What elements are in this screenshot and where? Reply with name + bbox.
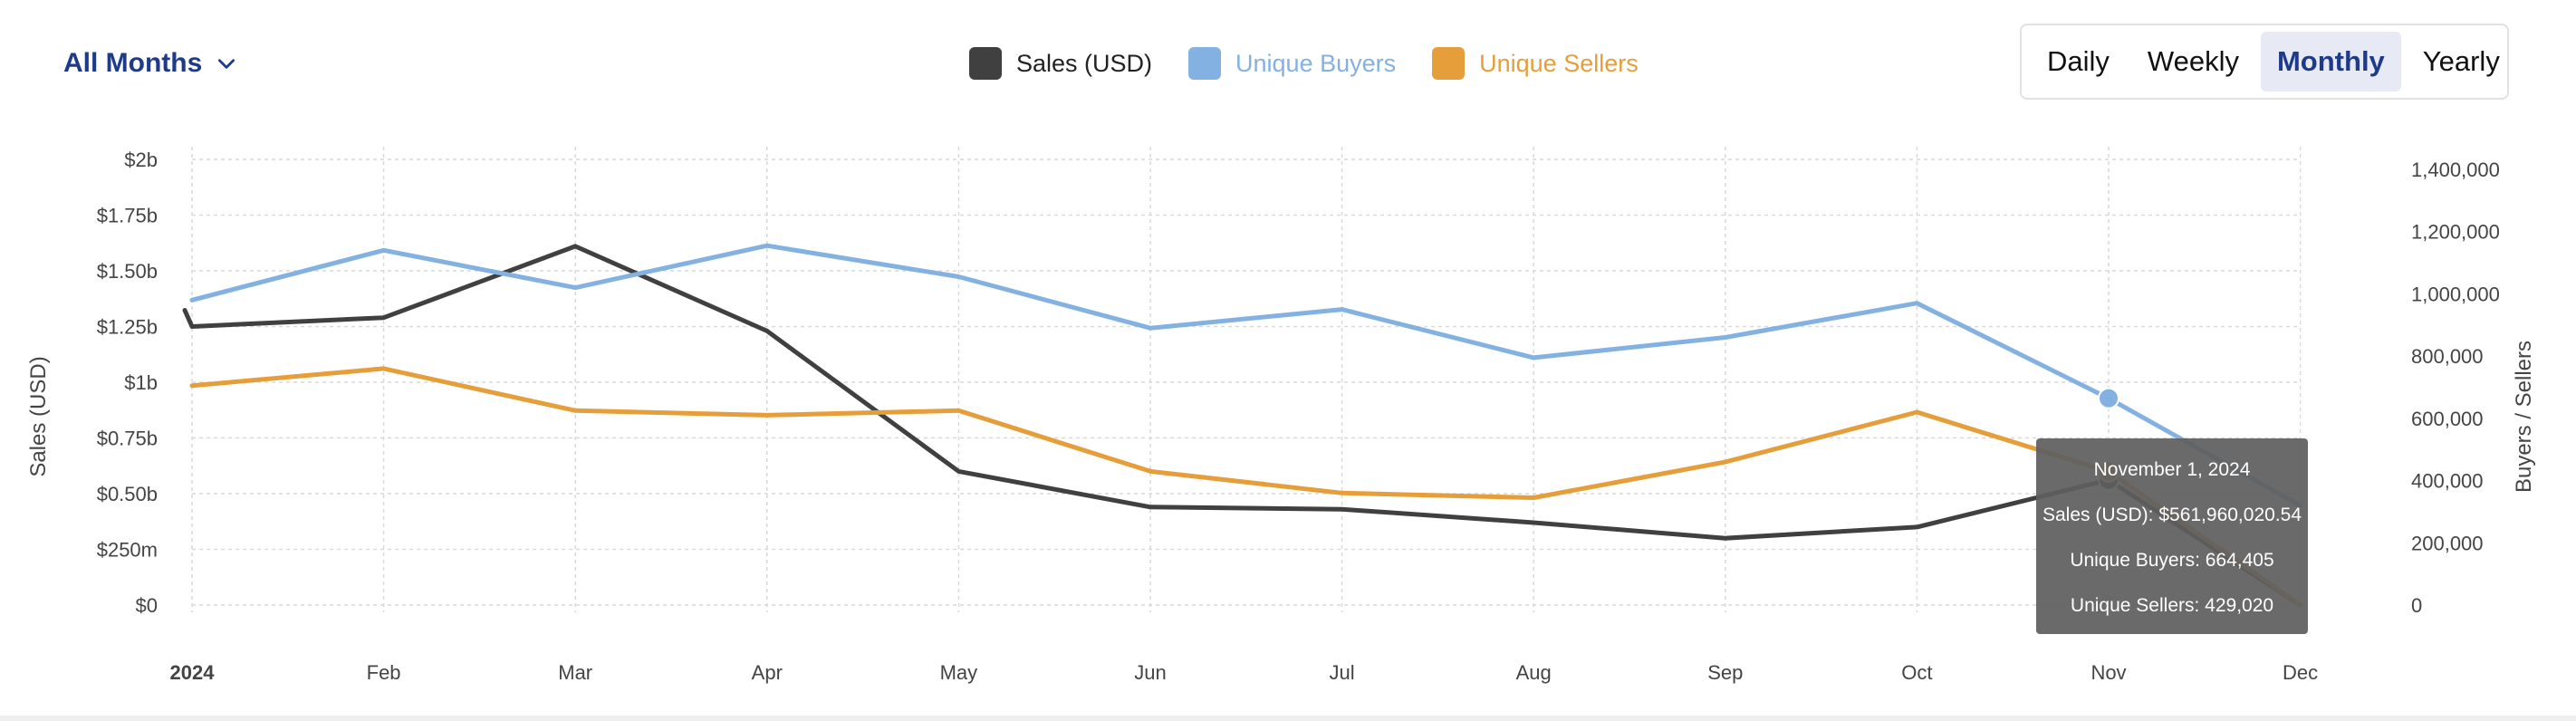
y-tick-label-8: $2b [124, 149, 158, 171]
chart-legend: Sales (USD) Unique Buyers Unique Sellers [969, 43, 1639, 83]
legend-swatch-unique-buyers [1188, 47, 1222, 80]
y-tick-label-6: $1.50b [97, 260, 158, 283]
legend-label-unique-buyers: Unique Buyers [1235, 49, 1397, 77]
x-tick-label-6: Jul [1330, 661, 1355, 684]
x-tick-label-5: Jun [1134, 661, 1166, 684]
tooltip-sellers: Unique Sellers: 429,020 [2070, 595, 2274, 616]
x-tick-label-9: Oct [1901, 661, 1932, 684]
x-tick-label-2: Mar [558, 661, 592, 684]
x-tick-label-0: 2024 [170, 661, 216, 684]
x-tick-label-3: Apr [752, 661, 783, 684]
y2-tick-label-2: 400,000 [2411, 470, 2484, 493]
y2-tick-label-3: 600,000 [2411, 408, 2484, 430]
y2-tick-label-1: 200,000 [2411, 532, 2484, 554]
x-tick-label-7: Aug [1516, 661, 1552, 684]
x-tick-label-4: May [940, 661, 978, 684]
legend-swatch-sales [969, 47, 1002, 80]
x-tick-label-11: Dec [2283, 661, 2318, 684]
period-daily-button[interactable]: Daily [2047, 45, 2110, 77]
month-filter-label: All Months [63, 48, 203, 78]
y-tick-label-3: $0.75b [97, 428, 158, 450]
y-tick-label-0: $0 [136, 594, 158, 617]
tooltip-buyers: Unique Buyers: 664,405 [2070, 550, 2274, 571]
y-tick-label-1: $250m [97, 539, 158, 562]
legend-swatch-unique-sellers [1432, 47, 1466, 80]
tooltip-date: November 1, 2024 [2093, 459, 2251, 480]
y2-tick-label-4: 800,000 [2411, 345, 2484, 368]
x-tick-label-1: Feb [367, 661, 401, 684]
month-filter-dropdown[interactable]: All Months [63, 43, 238, 83]
legend-label-unique-sellers: Unique Sellers [1479, 49, 1639, 77]
legend-item-sales[interactable]: Sales (USD) [969, 47, 1152, 80]
y-tick-label-2: $0.50b [97, 483, 158, 505]
period-weekly-button[interactable]: Weekly [2147, 45, 2239, 77]
chart-tooltip: November 1, 2024 Sales (USD): $561,960,0… [2036, 438, 2308, 634]
bottom-divider [0, 716, 2576, 721]
period-yearly-button[interactable]: Yearly [2422, 45, 2500, 77]
chevron-down-icon [218, 59, 235, 69]
y2-tick-label-0: 0 [2411, 594, 2422, 617]
x-tick-label-8: Sep [1707, 661, 1743, 684]
series-line-1 [189, 243, 2303, 508]
y-tick-label-4: $1b [124, 371, 158, 394]
y-tick-label-7: $1.75b [97, 205, 158, 227]
y-tick-label-5: $1.25b [97, 316, 158, 339]
y2-tick-label-6: 1,200,000 [2411, 221, 2500, 244]
y-axis-title: Sales (USD) [26, 356, 51, 476]
series-line-0 [182, 244, 2303, 608]
series-line-2 [189, 366, 2303, 608]
legend-item-unique-sellers[interactable]: Unique Sellers [1432, 47, 1639, 80]
x-tick-label-10: Nov [2091, 661, 2126, 684]
period-monthly-button[interactable]: Monthly [2260, 32, 2401, 91]
legend-item-unique-buyers[interactable]: Unique Buyers [1188, 47, 1396, 80]
period-selector: Daily Weekly Monthly Yearly [2020, 24, 2509, 100]
tooltip-sales: Sales (USD): $561,960,020.54 [2042, 505, 2302, 525]
y2-axis-title: Buyers / Sellers [2512, 341, 2536, 493]
y2-tick-label-5: 1,000,000 [2411, 283, 2500, 305]
y2-tick-label-7: 1,400,000 [2411, 159, 2500, 181]
legend-label-sales: Sales (USD) [1016, 49, 1153, 77]
series-1-point-10 [2098, 387, 2119, 409]
